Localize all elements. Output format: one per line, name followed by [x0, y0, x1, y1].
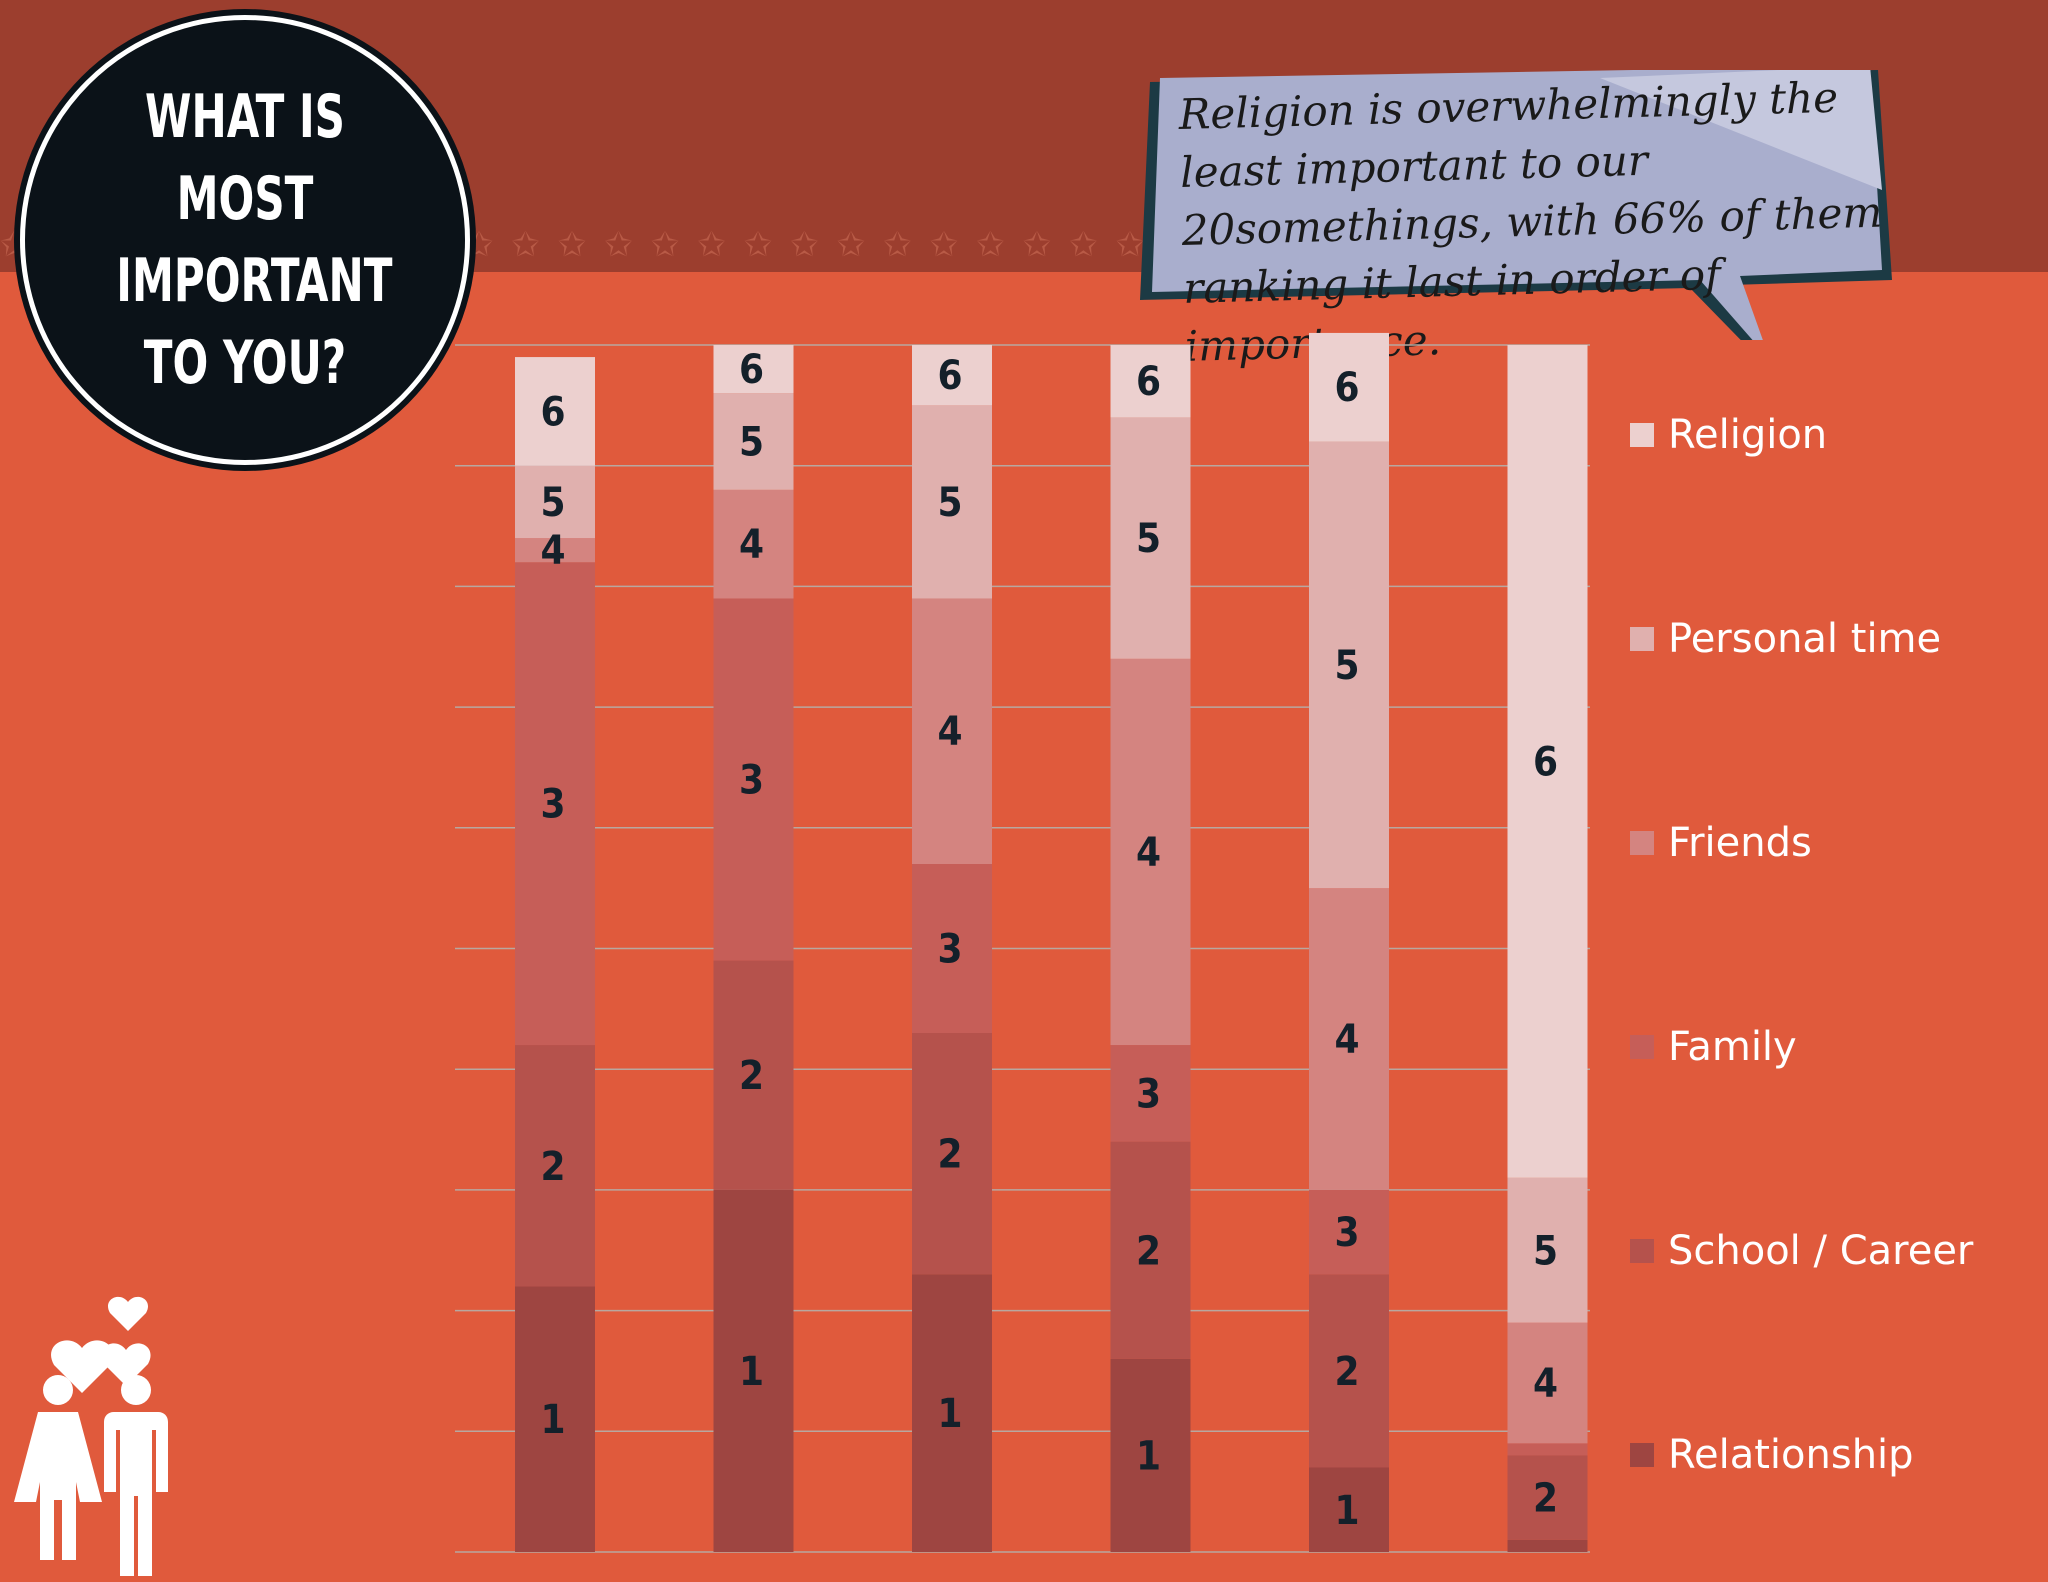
segment-label: 3	[937, 927, 962, 973]
bar-segment	[912, 598, 992, 865]
segment-label: 2	[540, 1144, 565, 1190]
bar-segment	[515, 1045, 595, 1287]
segment-label: 2	[937, 1132, 962, 1178]
segment-label: 1	[540, 1397, 565, 1443]
bar-segment	[1110, 658, 1191, 1046]
legend-item: Relationship	[1630, 1425, 1914, 1485]
segment-label: 1	[1334, 1488, 1359, 1534]
segment-label: 5	[540, 480, 565, 526]
legend-item: Religion	[1630, 405, 1827, 465]
couple-hearts-icon	[14, 1296, 168, 1576]
bar-segment	[912, 864, 992, 1033]
segment-label: 4	[937, 709, 962, 755]
bar-segment	[713, 393, 794, 490]
legend-swatch	[1630, 831, 1654, 855]
legend-label: Religion	[1668, 412, 1828, 458]
legend-item: Friends	[1630, 813, 1812, 873]
segment-label: 1	[1136, 1433, 1161, 1479]
bar-segment	[713, 489, 794, 599]
bar-segment	[912, 345, 992, 406]
segment-label: 6	[540, 389, 565, 435]
legend-swatch	[1630, 627, 1654, 651]
bar-segment	[515, 357, 595, 466]
segment-label: 5	[1334, 643, 1359, 689]
segment-label: 5	[739, 420, 764, 466]
segment-label: 3	[739, 758, 764, 804]
bar-segment	[1309, 888, 1389, 1190]
bar-segment	[1507, 1177, 1588, 1323]
bar-segment	[1309, 1467, 1389, 1552]
bar-segment	[1507, 1539, 1588, 1552]
bar-segment	[1507, 345, 1588, 1178]
segment-label: 3	[1334, 1210, 1359, 1256]
segment-label: 2	[1533, 1476, 1558, 1522]
bar-segment	[1507, 1322, 1588, 1444]
legend-swatch	[1630, 1035, 1654, 1059]
bar-segment	[1110, 417, 1191, 659]
bar-segment	[515, 562, 595, 1046]
bar-segment	[1309, 332, 1389, 442]
segment-label: 3	[540, 782, 565, 828]
bar-segment	[713, 960, 794, 1190]
bar-segment	[515, 538, 595, 563]
bar-segment	[1507, 1443, 1588, 1456]
legend-swatch	[1630, 1443, 1654, 1467]
legend-label: Family	[1668, 1024, 1797, 1070]
legend-item: Family	[1630, 1017, 1797, 1077]
legend-label: School / Career	[1668, 1228, 1974, 1274]
segment-label: 4	[540, 528, 565, 574]
bar-segment	[713, 1189, 794, 1552]
bar-segment	[1309, 441, 1389, 889]
segment-label: 5	[1533, 1228, 1558, 1274]
segment-label: 6	[1136, 359, 1161, 405]
bar-segment	[1110, 1045, 1191, 1142]
callout-bubble	[1140, 70, 1892, 340]
legend-label: Friends	[1668, 820, 1812, 866]
segment-label: 5	[1136, 516, 1161, 562]
segment-label: 4	[739, 522, 764, 568]
bar-segment	[515, 1286, 595, 1552]
title-badge: WHAT IS MOST IMPORTANT TO YOU?	[20, 15, 470, 465]
segment-label: 2	[1334, 1349, 1359, 1395]
bar-segment	[1110, 345, 1191, 418]
bar-segment	[912, 405, 992, 599]
segment-label: 6	[1533, 739, 1558, 785]
legend-label: Personal time	[1668, 616, 1942, 662]
segment-label: 2	[739, 1053, 764, 1099]
segment-label: 4	[1533, 1361, 1558, 1407]
legend-item: Personal time	[1630, 609, 1941, 669]
segment-label: 4	[1136, 830, 1161, 876]
segment-label: 6	[1334, 365, 1359, 411]
legend-swatch	[1630, 1239, 1654, 1263]
segment-label: 2	[1136, 1228, 1161, 1274]
segment-label: 3	[1136, 1071, 1161, 1117]
bar-segment	[912, 1274, 992, 1552]
segment-label: 1	[937, 1391, 962, 1437]
segment-label: 1	[739, 1349, 764, 1395]
segment-label: 5	[937, 480, 962, 526]
bar-segment	[515, 465, 595, 539]
bar-segment	[912, 1032, 992, 1275]
page-title: WHAT IS MOST IMPORTANT TO YOU?	[116, 82, 393, 398]
segment-label: 6	[937, 353, 962, 399]
bar-segment	[713, 598, 794, 961]
bar-segment	[1309, 1274, 1389, 1468]
legend-item: School / Career	[1630, 1221, 1973, 1281]
legend-label: Relationship	[1668, 1432, 1914, 1478]
bar-segment	[1507, 1455, 1588, 1540]
bar-segment	[1110, 1358, 1191, 1552]
bar-segment	[1110, 1141, 1191, 1359]
legend-swatch	[1630, 423, 1654, 447]
segment-label: 4	[1334, 1017, 1359, 1063]
segment-label: 6	[739, 347, 764, 393]
bar-segment	[1309, 1189, 1389, 1275]
bar-segment	[713, 345, 794, 394]
